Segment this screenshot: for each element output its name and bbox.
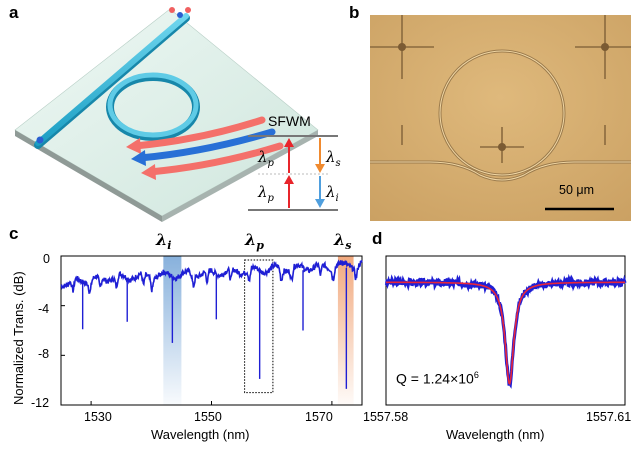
- ytick-label: -12: [31, 396, 50, 410]
- panel-label-a: a: [9, 3, 19, 22]
- pump-arrow: [131, 116, 266, 150]
- probe-dot: [36, 136, 44, 144]
- lambda-s-highlight-label: λs: [334, 230, 352, 253]
- substrate-side: [15, 130, 162, 222]
- lambda-p-highlight-label: λp: [245, 230, 264, 253]
- panel-label-c: c: [9, 224, 19, 243]
- plot-frame-d: [385, 255, 626, 406]
- q-factor-annotation: Q = 1.24×106: [396, 370, 479, 387]
- xtick-label: 1570: [305, 410, 333, 424]
- xtick-label: 1530: [84, 410, 112, 424]
- signal-arrow: [146, 142, 284, 176]
- lambda-i-label: λi: [326, 183, 339, 204]
- ytick-label: 0: [43, 252, 50, 266]
- lambda-s-label: λs: [326, 148, 341, 169]
- sfwm-label: SFWM: [268, 113, 311, 129]
- scale-bar-label: 50 μm: [559, 183, 594, 197]
- xtick-label: 1550: [194, 410, 222, 424]
- micrograph: [370, 15, 631, 221]
- x-axis-title-d: Wavelength (nm): [446, 427, 545, 442]
- probe-dot: [169, 7, 175, 13]
- panel-label-d: d: [372, 229, 383, 248]
- panel-label-b: b: [349, 3, 360, 22]
- lorentzian-fit: [386, 281, 625, 385]
- x-axis-title: Wavelength (nm): [151, 427, 250, 442]
- ytick-label: -8: [38, 347, 50, 361]
- xtick-label-start: 1557.58: [363, 410, 409, 424]
- pump-highlight-box: [244, 259, 274, 394]
- lambda-p-lower: λp: [258, 183, 274, 204]
- probe-dot: [185, 7, 191, 13]
- xtick-label-end: 1557.61: [586, 410, 632, 424]
- probe-dot: [177, 12, 183, 18]
- lambda-i-highlight-label: λi: [156, 230, 172, 253]
- transmission-trace: [60, 259, 363, 294]
- ytick-label: -4: [38, 302, 50, 316]
- lambda-p-upper: λp: [258, 148, 274, 169]
